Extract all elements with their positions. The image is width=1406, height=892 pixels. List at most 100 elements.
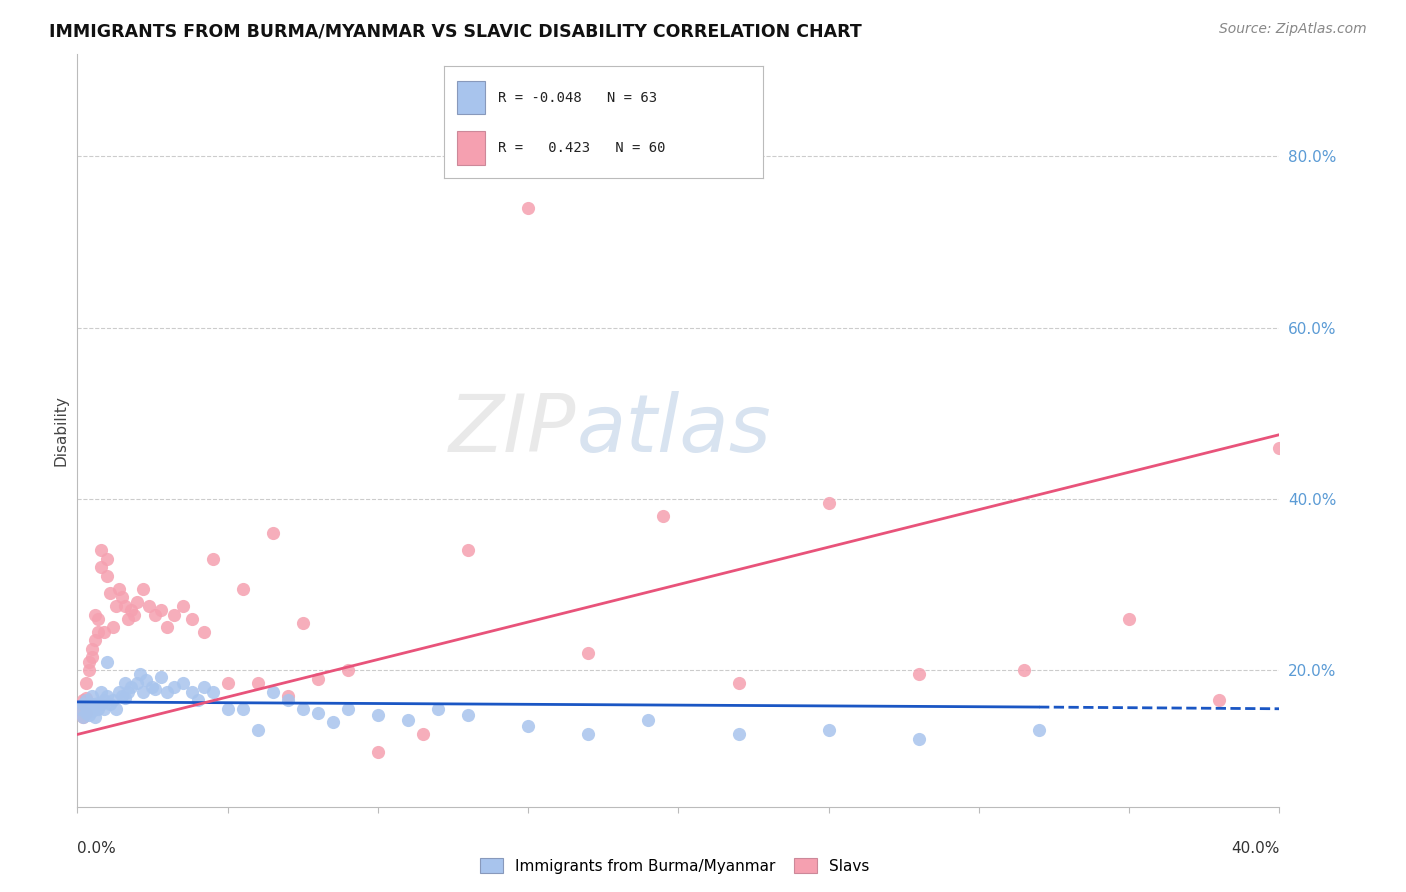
Point xyxy=(201,684,224,698)
Point xyxy=(96,655,118,669)
Point xyxy=(72,698,94,712)
Point xyxy=(93,702,115,716)
Point xyxy=(87,696,110,710)
Point xyxy=(87,624,110,639)
Point xyxy=(72,710,94,724)
Point xyxy=(1208,693,1230,707)
Point xyxy=(457,707,479,722)
Point xyxy=(1028,723,1050,738)
Point xyxy=(90,543,112,558)
Point xyxy=(90,560,112,574)
Point xyxy=(82,641,104,656)
Point xyxy=(69,702,91,716)
Point xyxy=(87,612,110,626)
Point xyxy=(75,706,97,720)
Point xyxy=(75,690,97,705)
Point xyxy=(908,731,931,746)
Point xyxy=(120,603,142,617)
Point xyxy=(217,702,239,716)
Point xyxy=(79,655,101,669)
Point xyxy=(132,684,155,698)
Point xyxy=(127,595,149,609)
Point xyxy=(427,702,450,716)
Point xyxy=(517,201,540,215)
Point xyxy=(105,599,128,613)
Point xyxy=(1118,612,1140,626)
Point xyxy=(100,698,122,712)
Point xyxy=(103,620,125,634)
Point xyxy=(82,650,104,665)
Point xyxy=(180,684,202,698)
Point xyxy=(114,676,136,690)
Point xyxy=(114,690,136,705)
Point xyxy=(84,699,107,714)
Point xyxy=(396,713,419,727)
Point xyxy=(336,702,359,716)
Point xyxy=(180,612,202,626)
Point xyxy=(336,663,359,677)
Point xyxy=(117,612,139,626)
Y-axis label: Disability: Disability xyxy=(53,395,69,466)
Point xyxy=(457,543,479,558)
Point xyxy=(82,689,104,703)
Point xyxy=(367,707,389,722)
Point xyxy=(75,693,97,707)
Point xyxy=(727,676,749,690)
Point xyxy=(291,616,314,631)
Point xyxy=(150,603,173,617)
Point xyxy=(162,681,184,695)
Point xyxy=(96,689,118,703)
Point xyxy=(277,689,299,703)
Point xyxy=(84,607,107,622)
Point xyxy=(1012,663,1035,677)
Point xyxy=(162,607,184,622)
Point xyxy=(307,672,329,686)
Point xyxy=(111,689,134,703)
Text: ZIP: ZIP xyxy=(449,392,576,469)
Point xyxy=(193,681,215,695)
Point xyxy=(246,723,269,738)
Point xyxy=(156,620,179,634)
Point xyxy=(87,702,110,716)
Point xyxy=(120,681,142,695)
Point xyxy=(79,702,101,716)
Point xyxy=(79,663,101,677)
Point xyxy=(75,676,97,690)
Text: 0.0%: 0.0% xyxy=(77,841,117,856)
Point xyxy=(727,727,749,741)
Point xyxy=(277,693,299,707)
Point xyxy=(129,667,152,681)
Point xyxy=(72,710,94,724)
Point xyxy=(156,684,179,698)
Text: IMMIGRANTS FROM BURMA/MYANMAR VS SLAVIC DISABILITY CORRELATION CHART: IMMIGRANTS FROM BURMA/MYANMAR VS SLAVIC … xyxy=(49,22,862,40)
Point xyxy=(150,670,173,684)
Text: Source: ZipAtlas.com: Source: ZipAtlas.com xyxy=(1219,22,1367,37)
Point xyxy=(576,646,599,660)
Point xyxy=(93,624,115,639)
Point xyxy=(145,681,167,696)
Point xyxy=(232,702,254,716)
Point xyxy=(145,607,167,622)
Text: atlas: atlas xyxy=(576,392,770,469)
Point xyxy=(246,676,269,690)
Point xyxy=(817,496,839,510)
Point xyxy=(84,710,107,724)
Point xyxy=(172,599,194,613)
Point xyxy=(172,676,194,690)
Point xyxy=(201,552,224,566)
Point xyxy=(367,745,389,759)
Point xyxy=(517,719,540,733)
Point xyxy=(1268,441,1291,455)
Point xyxy=(138,599,160,613)
Point xyxy=(132,582,155,596)
Point xyxy=(108,684,131,698)
Point xyxy=(117,684,139,698)
Point xyxy=(124,607,146,622)
Point xyxy=(637,713,659,727)
Point xyxy=(187,693,209,707)
Point xyxy=(141,681,163,695)
Point xyxy=(817,723,839,738)
Text: 40.0%: 40.0% xyxy=(1232,841,1279,856)
Point xyxy=(307,706,329,720)
Point xyxy=(291,702,314,716)
